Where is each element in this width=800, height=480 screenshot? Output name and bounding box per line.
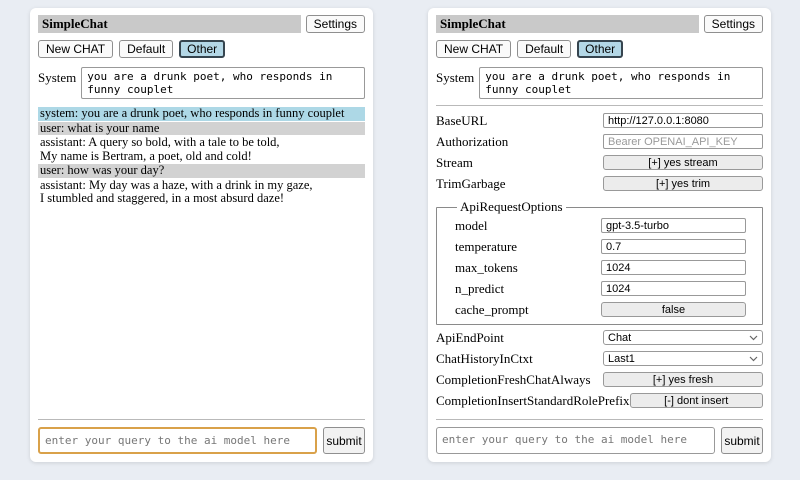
system-prompt-row: System you are a drunk poet, who respond… xyxy=(436,67,763,99)
settings-button[interactable]: Settings xyxy=(305,15,365,33)
session-button-new-chat[interactable]: New CHAT xyxy=(38,40,114,58)
chevron-down-icon xyxy=(749,335,758,340)
system-label: System xyxy=(436,70,475,85)
setting-row-stream: Stream [+] yes stream xyxy=(436,155,763,170)
session-row: New CHAT Default Other xyxy=(38,40,365,58)
chat-message-system: system: you are a drunk poet, who respon… xyxy=(38,106,365,121)
chat-message-user: user: what is your name xyxy=(38,121,365,135)
session-button-new-chat[interactable]: New CHAT xyxy=(436,40,512,58)
setting-row-trimgarbage: TrimGarbage [+] yes trim xyxy=(436,176,763,191)
stream-toggle-button[interactable]: [+] yes stream xyxy=(603,155,763,170)
session-button-default[interactable]: Default xyxy=(119,40,174,58)
setting-row-authorization: Authorization xyxy=(436,134,763,149)
header: SimpleChat Settings xyxy=(38,15,365,33)
query-row: submit xyxy=(436,427,763,454)
setting-label: Authorization xyxy=(436,133,509,149)
temperature-input[interactable] xyxy=(601,239,746,254)
chat-message-assistant: assistant: My day was a haze, with a dri… xyxy=(38,178,365,206)
divider xyxy=(436,105,763,106)
system-prompt-input[interactable]: you are a drunk poet, who responds in fu… xyxy=(81,67,365,99)
system-label: System xyxy=(38,70,77,85)
model-input[interactable] xyxy=(601,218,746,233)
divider xyxy=(38,419,365,420)
fieldset-legend: ApiRequestOptions xyxy=(460,199,563,214)
setting-label: Stream xyxy=(436,154,473,170)
max-tokens-input[interactable] xyxy=(601,260,746,275)
app-title: SimpleChat xyxy=(436,15,699,33)
chat-history-in-ctxt-select[interactable]: Last1 xyxy=(603,351,763,366)
setting-label: cache_prompt xyxy=(455,301,529,317)
setting-row-cache-prompt: cache_prompt false xyxy=(455,302,746,317)
session-row: New CHAT Default Other xyxy=(436,40,763,58)
system-prompt-input[interactable]: you are a drunk poet, who responds in fu… xyxy=(479,67,763,99)
cache-prompt-toggle-button[interactable]: false xyxy=(601,302,746,317)
chat-message-list: system: you are a drunk poet, who respon… xyxy=(38,106,365,207)
setting-label: n_predict xyxy=(455,280,505,296)
authorization-input[interactable] xyxy=(603,134,763,149)
api-endpoint-select[interactable]: Chat xyxy=(603,330,763,345)
setting-row-apiendpoint: ApiEndPoint Chat xyxy=(436,330,763,345)
session-button-default[interactable]: Default xyxy=(517,40,572,58)
setting-label: temperature xyxy=(455,238,518,254)
completion-fresh-chat-toggle-button[interactable]: [+] yes fresh xyxy=(603,372,763,387)
query-input[interactable] xyxy=(38,427,317,454)
setting-row-temperature: temperature xyxy=(455,239,746,254)
header: SimpleChat Settings xyxy=(436,15,763,33)
query-row: submit xyxy=(38,427,365,454)
session-button-other[interactable]: Other xyxy=(577,40,624,58)
chat-message-user: user: how was your day? xyxy=(38,163,365,178)
setting-label: model xyxy=(455,217,488,233)
settings-panel: SimpleChat Settings New CHAT Default Oth… xyxy=(428,8,771,462)
setting-row-baseurl: BaseURL xyxy=(436,113,763,128)
setting-row-max-tokens: max_tokens xyxy=(455,260,746,275)
setting-row-chathistoryinctxt: ChatHistoryInCtxt Last1 xyxy=(436,351,763,366)
api-request-options-fieldset: ApiRequestOptions model temperature max_… xyxy=(436,199,763,325)
n-predict-input[interactable] xyxy=(601,281,746,296)
trimgarbage-toggle-button[interactable]: [+] yes trim xyxy=(603,176,763,191)
system-prompt-row: System you are a drunk poet, who respond… xyxy=(38,67,365,99)
chevron-down-icon xyxy=(749,356,758,361)
chat-message-assistant: assistant: A query so bold, with a tale … xyxy=(38,135,365,163)
setting-row-completioninsertstandardroleprefix: CompletionInsertStandardRolePrefix [-] d… xyxy=(436,393,763,408)
selected-option: Chat xyxy=(608,331,632,344)
session-button-other[interactable]: Other xyxy=(179,40,226,58)
divider xyxy=(436,419,763,420)
setting-row-n-predict: n_predict xyxy=(455,281,746,296)
completion-insert-role-prefix-toggle-button[interactable]: [-] dont insert xyxy=(629,393,763,408)
setting-row-model: model xyxy=(455,218,746,233)
app-title: SimpleChat xyxy=(38,15,301,33)
submit-button[interactable]: submit xyxy=(721,427,763,454)
setting-label: ChatHistoryInCtxt xyxy=(436,350,533,366)
chat-panel: SimpleChat Settings New CHAT Default Oth… xyxy=(30,8,373,462)
setting-row-completionfreshchatalways: CompletionFreshChatAlways [+] yes fresh xyxy=(436,372,763,387)
setting-label: CompletionInsertStandardRolePrefix xyxy=(436,392,630,408)
spacer xyxy=(38,207,365,415)
selected-option: Last1 xyxy=(608,352,635,365)
submit-button[interactable]: submit xyxy=(323,427,365,454)
setting-label: CompletionFreshChatAlways xyxy=(436,371,591,387)
query-input[interactable] xyxy=(436,427,715,454)
setting-label: TrimGarbage xyxy=(436,175,506,191)
setting-label: max_tokens xyxy=(455,259,518,275)
baseurl-input[interactable] xyxy=(603,113,763,128)
setting-label: ApiEndPoint xyxy=(436,329,504,345)
settings-button[interactable]: Settings xyxy=(703,15,763,33)
setting-label: BaseURL xyxy=(436,112,488,128)
